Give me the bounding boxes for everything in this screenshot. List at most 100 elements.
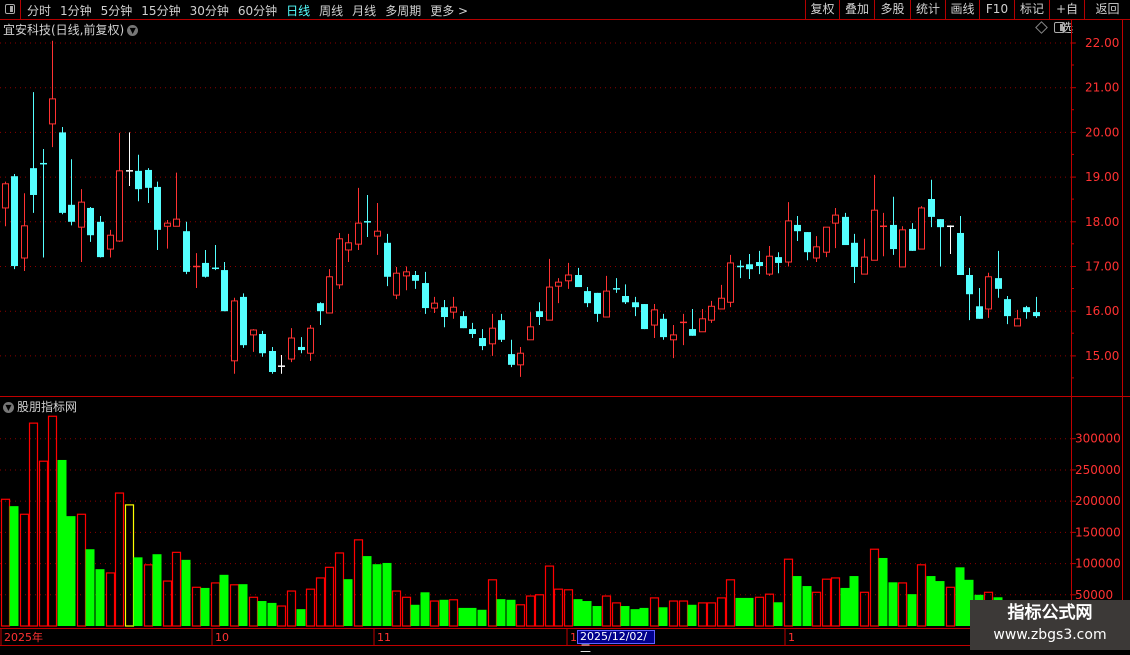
toolbar-button[interactable]: F10 [979,0,1014,19]
candle-body [785,220,792,263]
candle-body [393,272,400,296]
candlestick [1023,305,1030,319]
candlestick [651,304,658,339]
candlestick [947,225,954,254]
volume-bar [477,609,487,626]
toolbar-button[interactable]: 复权 [805,0,839,19]
volume-bar [439,599,449,626]
candlestick [240,293,247,348]
candlestick [660,313,667,340]
candle-body [1023,307,1030,313]
period-tab[interactable]: 多周期 [385,4,422,18]
period-tab[interactable]: 60分钟 [237,4,278,18]
candle-body [336,238,343,286]
candlestick [489,313,496,356]
candle-body [307,327,314,354]
candle-body [957,232,964,275]
volume-bar [238,584,248,626]
period-tab[interactable]: 日线 [286,4,311,18]
candlestick [307,325,314,361]
volume-bar [401,596,412,627]
candlestick [269,346,276,374]
volume-bar [945,586,956,627]
price-tick-label: 15.00 [1085,349,1119,363]
period-tab[interactable]: 月线 [352,4,377,18]
panel-layout-icon[interactable] [1054,22,1065,33]
toolbar-button[interactable]: +自选 [1049,0,1084,35]
candlestick [861,238,868,275]
watermark: 指标公式网 www.zbgs3.com [970,600,1130,650]
toolbar-button[interactable]: 统计 [910,0,945,19]
candlestick [298,337,305,354]
volume-bar [0,498,11,627]
volume-bar [343,579,353,626]
volume-bar [811,591,822,627]
candle-body [11,176,18,267]
chevron-down-icon[interactable]: ▼ [127,25,139,36]
toolbar-button[interactable]: 标记 [1014,0,1049,19]
candlestick [469,322,476,339]
main-chart-title: 宜安科技(日线,前复权) ▼ [3,21,139,38]
candlestick [565,262,572,289]
period-tab[interactable]: 分时 [27,4,52,18]
candlestick [546,258,553,321]
volume-tick-label: 100000 [1075,557,1121,571]
volume-bar [487,579,498,627]
candle-body [1014,318,1021,327]
volume-bar [639,607,649,626]
toolbar-button[interactable]: 叠加 [839,0,874,19]
candlestick [918,206,925,250]
volume-bar [783,558,794,627]
candlestick [355,187,362,250]
panel-toggle-icon[interactable] [0,0,21,19]
date-label: 11 [377,631,391,644]
volume-bar [515,604,526,627]
candlestick [851,233,858,284]
candlestick [412,270,419,289]
volume-tick-label: 150000 [1075,525,1121,539]
toolbar-button[interactable]: 多股 [874,0,910,19]
candlestick [21,193,28,271]
toolbar-button[interactable]: 返回 [1084,0,1130,19]
candle-body [145,169,152,188]
toolbar-button[interactable]: 画线 [945,0,979,19]
candlestick [317,302,324,326]
candle-body [317,303,324,312]
candlestick [785,202,792,267]
candle-body [708,305,715,321]
candlestick [40,148,47,258]
candle-body [49,98,56,125]
candle-body [326,276,333,314]
candlestick [278,355,285,374]
price-tick-label: 19.00 [1085,170,1119,184]
candle-body [937,219,944,228]
candle-body [441,307,448,318]
volume-bar [105,572,116,627]
volume-bar [544,565,555,627]
period-tab[interactable]: 更多 > [430,4,469,18]
period-tab[interactable]: 30分钟 [189,4,229,18]
candlestick [336,232,343,289]
volume-bar [334,552,345,627]
candlestick [479,329,486,351]
candlestick [250,329,257,352]
volume-bar [888,582,898,626]
volume-bar [124,504,135,627]
period-tab[interactable]: 15分钟 [141,4,181,18]
candle-body [565,274,572,282]
volume-bar [964,579,974,626]
toolbar-buttons: 复权 叠加 多股 统计 画线 F10 标记 +自选 返回 [805,0,1130,35]
period-tab[interactable]: 周线 [319,4,344,18]
candlestick [594,292,601,322]
period-tab[interactable]: 1分钟 [60,4,92,18]
chevron-down-icon[interactable]: ▼ [3,402,14,413]
volume-bar [382,562,392,626]
volume-bar [143,564,154,627]
candle-body [899,229,906,268]
watermark-line1: 指标公式网 [1007,603,1093,623]
volume-bar [773,602,783,626]
candle-body [479,338,486,347]
volume-bar [744,597,754,626]
period-tab[interactable]: 5分钟 [100,4,133,18]
